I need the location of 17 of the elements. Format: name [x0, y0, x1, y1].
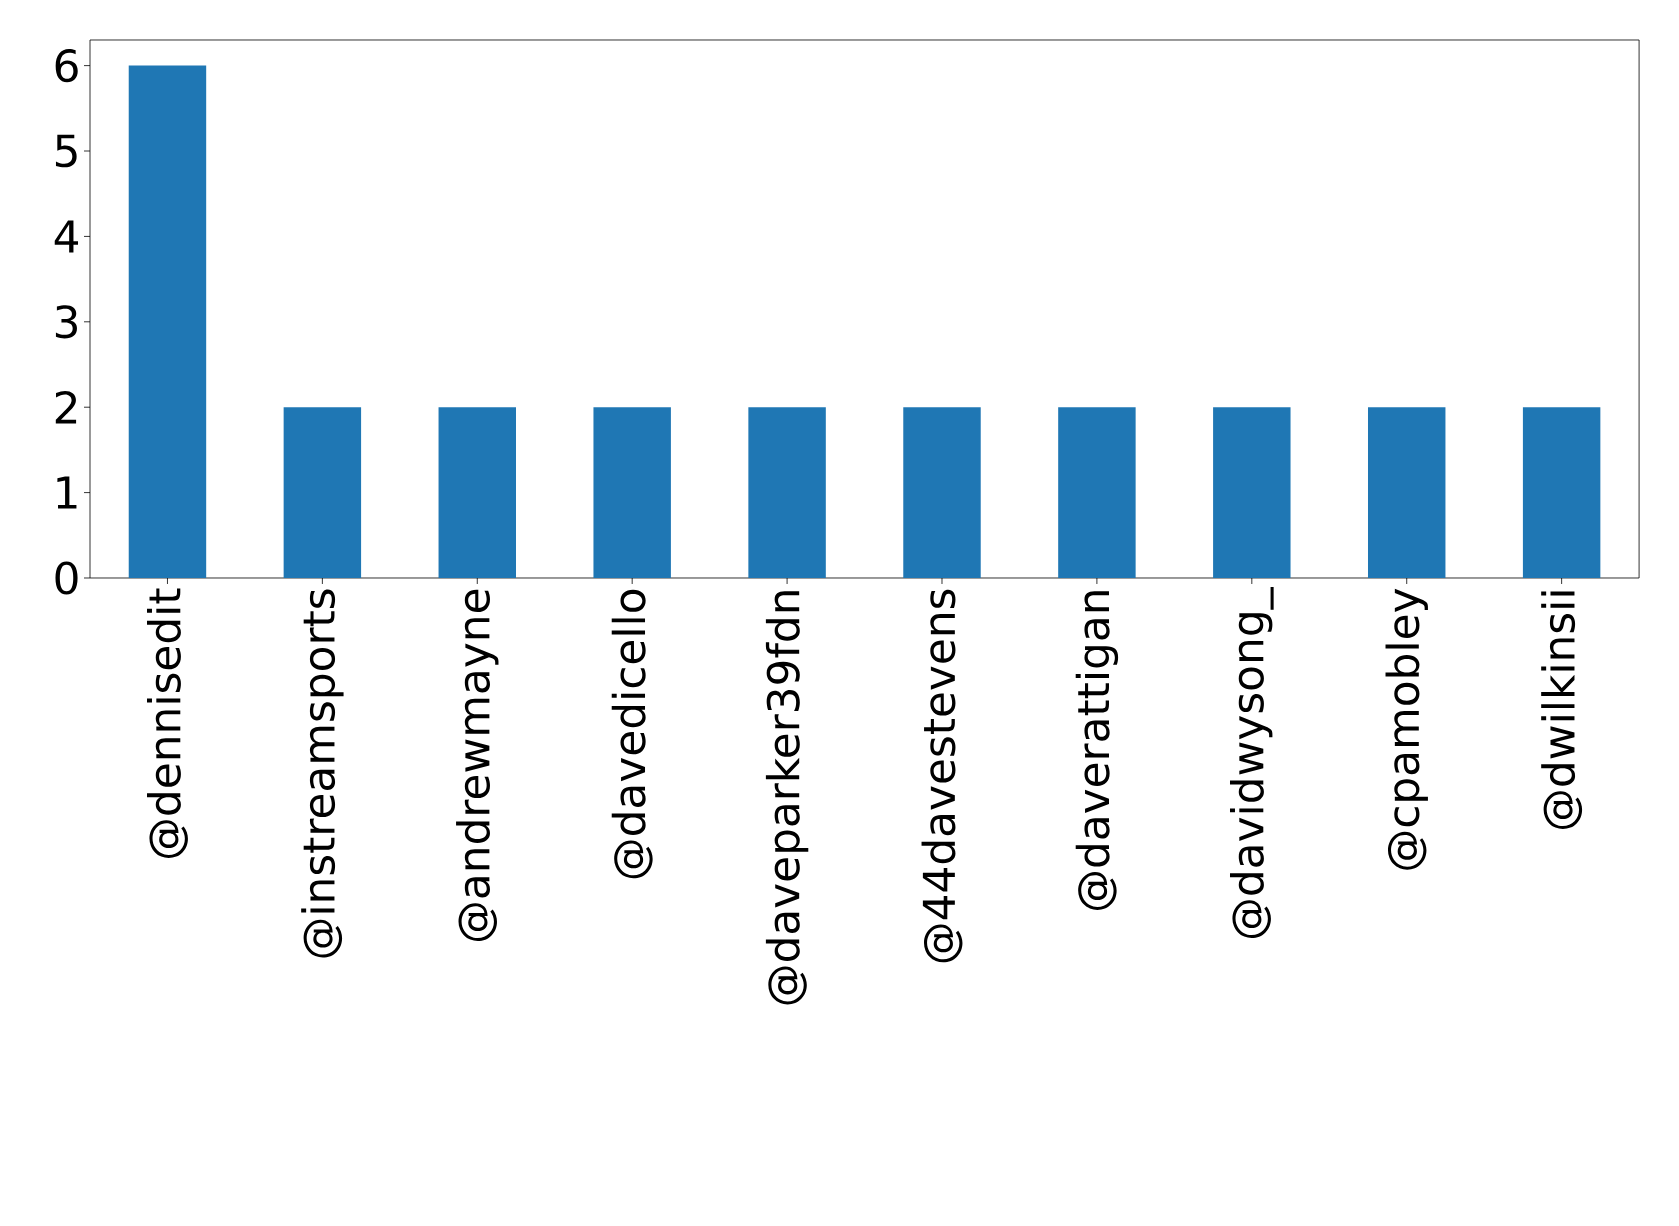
x-tick-label: @instreamsports: [301, 589, 344, 958]
x-tick-label: @dwilkinsii: [1541, 591, 1583, 830]
x-tick-label: @daverattigan: [1075, 591, 1119, 910]
y-tick-label: 4: [54, 220, 79, 253]
x-tick-label: @cpamobley: [1385, 588, 1428, 870]
x-tick-label: @daveparker39fdn: [765, 591, 809, 1005]
x-tick-label: @44davestevens: [921, 589, 963, 963]
x-tick-label: @dennisedit: [147, 588, 188, 858]
x-tick-label: @andrewmayne: [456, 589, 499, 942]
y-tick-label: 1: [57, 476, 77, 509]
y-tick-label: 2: [55, 390, 77, 424]
y-tick-label: 0: [55, 561, 78, 595]
x-tick-label: @davedicello: [611, 589, 653, 879]
y-tick-label: 3: [55, 305, 77, 339]
y-tick-label: 5: [55, 134, 77, 168]
x-tick-label: @davidwysong_: [1230, 587, 1274, 939]
y-tick-label: 6: [55, 49, 78, 83]
